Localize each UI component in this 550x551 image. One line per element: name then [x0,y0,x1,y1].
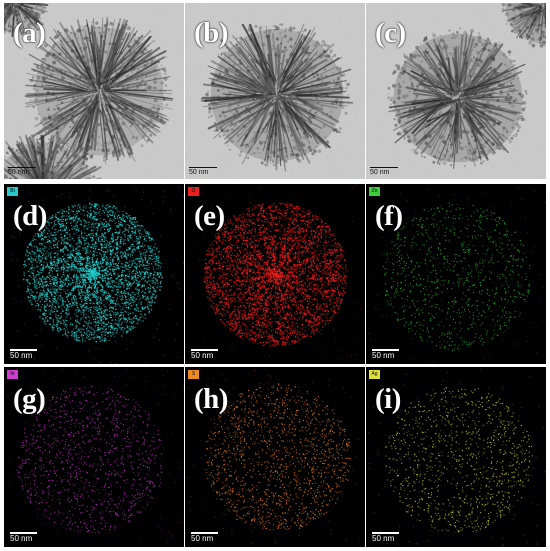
panel-f-eds-map: Zn (f) 50 nm [366,184,546,364]
element-chip-g: In [7,370,18,379]
panel-i-eds-map: Ag (i) 50 nm [366,367,546,547]
tem-image-a [4,3,184,179]
panel-h-eds-map: S (h) 50 nm [185,367,365,547]
scale-bar-text-b: 50 nm [189,169,209,176]
element-chip-d: Bi [7,187,18,196]
panel-label-e: (e) [194,200,225,232]
eds-map-e [185,184,365,364]
eds-map-f [366,184,546,364]
panel-c-tem-image: (c) 50 nm [366,3,546,179]
panel-label-d: (d) [13,200,47,232]
eds-map-i [366,367,546,547]
panel-a-tem-image: (a) 50 nm [4,3,184,179]
scale-bar-f: 50 nm [372,349,399,360]
panel-label-i: (i) [375,383,401,415]
eds-map-d [4,184,184,364]
scale-bar-c: 50 nm [370,167,398,176]
scale-bar-text-c: 50 nm [370,169,390,176]
panel-d-eds-map: Bi (d) 50 nm [4,184,184,364]
panel-label-g: (g) [13,383,46,415]
scale-bar-text-d: 50 nm [10,351,33,360]
element-chip-e: O [188,187,199,196]
scale-bar-e: 50 nm [191,349,218,360]
tem-image-c [366,3,546,179]
scale-bar-i: 50 nm [372,532,399,543]
panel-b-tem-image: (b) 50 nm [185,3,365,179]
eds-map-h [185,367,365,547]
element-chip-f: Zn [369,187,380,196]
panel-e-eds-map: O (e) 50 nm [185,184,365,364]
element-chip-i: Ag [369,370,380,379]
scale-bar-text-i: 50 nm [372,534,395,543]
tem-image-b [185,3,365,179]
scale-bar-h: 50 nm [191,532,218,543]
scale-bar-text-h: 50 nm [191,534,214,543]
panel-label-a: (a) [13,17,46,49]
figure-grid: (a) 50 nm (b) 50 nm (c) 50 nm Bi (d) 50 … [4,3,546,547]
scale-bar-a: 50 nm [8,167,36,176]
element-chip-h: S [188,370,199,379]
panel-label-f: (f) [375,200,403,232]
panel-label-b: (b) [194,17,228,49]
panel-label-c: (c) [375,17,406,49]
panel-g-eds-map: In (g) 50 nm [4,367,184,547]
eds-map-g [4,367,184,547]
scale-bar-b: 50 nm [189,167,217,176]
scale-bar-g: 50 nm [10,532,37,543]
scale-bar-text-g: 50 nm [10,534,33,543]
panel-label-h: (h) [194,383,228,415]
scale-bar-text-a: 50 nm [8,169,28,176]
scale-bar-text-e: 50 nm [191,351,214,360]
scale-bar-text-f: 50 nm [372,351,395,360]
scale-bar-d: 50 nm [10,349,37,360]
